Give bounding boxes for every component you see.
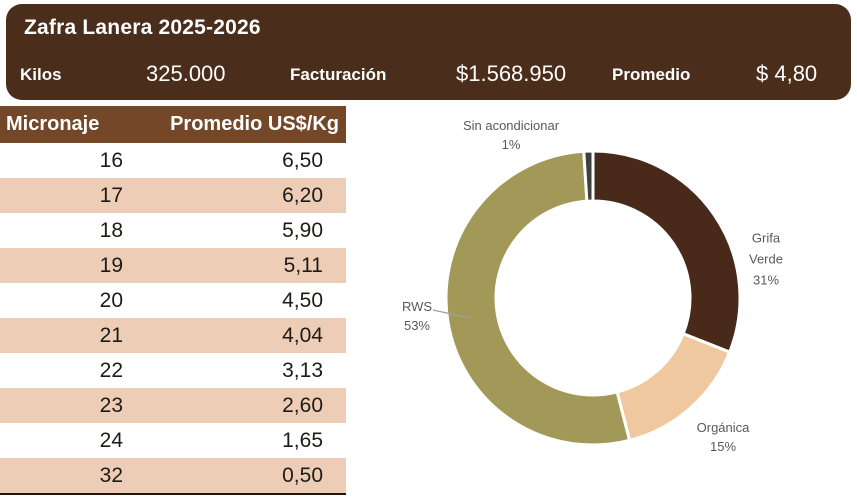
price-cell: 6,20	[282, 183, 323, 207]
chart-label-organica: Orgánica 15%	[697, 418, 750, 456]
price-cell: 5,11	[283, 253, 323, 277]
table-row: 21 4,04	[0, 318, 346, 353]
micronaje-cell: 20	[99, 288, 123, 312]
table-row: 19 5,11	[0, 248, 346, 283]
slice-name: Grifa Verde	[749, 230, 783, 267]
slice-name: Orgánica	[696, 420, 750, 435]
price-cell: 2,60	[282, 393, 323, 417]
price-cell: 0,50	[282, 463, 323, 487]
micronaje-cell: 22	[99, 358, 123, 382]
stat-label-promedio: Promedio	[612, 65, 691, 84]
micronaje-cell: 18	[99, 218, 123, 242]
micronaje-cell: 24	[99, 428, 123, 452]
price-table: Micronaje Promedio US$/Kg 16 6,50 17 6,20 18…	[0, 106, 346, 495]
col-header-promedio: Promedio US$/Kg	[131, 106, 346, 143]
chart-label-sin-acondicionar: Sin acondicionar 1%	[463, 116, 559, 154]
slice-pct: 15%	[709, 439, 737, 454]
micronaje-cell: 17	[99, 183, 123, 207]
micronaje-cell: 21	[99, 323, 123, 347]
chart-label-grifa-verde: Grifa Verde 31%	[740, 228, 792, 291]
table-row: 17 6,20	[0, 178, 346, 213]
stat-value-kilos: 325.000	[146, 61, 226, 86]
donut-slice-rws	[444, 149, 632, 447]
slice-name: Sin acondicionar	[462, 118, 560, 133]
price-cell: 4,50	[282, 288, 323, 312]
price-cell: 4,04	[282, 323, 323, 347]
table-row: 32 0,50	[0, 458, 346, 494]
col-header-micronaje: Micronaje	[0, 106, 131, 143]
stat-label-facturacion: Facturación	[290, 65, 387, 84]
stat-value-facturacion: $1.568.950	[456, 61, 567, 86]
donut-slice-sin-acondicionar	[582, 149, 595, 203]
stat-label-kilos: Kilos	[20, 65, 62, 84]
table-row: 20 4,50	[0, 283, 346, 318]
donut-slice-grifa-verde	[591, 149, 742, 355]
micronaje-cell: 23	[99, 393, 123, 417]
micronaje-cell: 32	[99, 463, 123, 487]
slice-pct: 1%	[501, 137, 521, 152]
stat-value-promedio: $ 4,80	[756, 61, 818, 86]
slice-pct: 53%	[403, 318, 431, 333]
micronaje-cell: 19	[99, 253, 123, 277]
page-title: Zafra Lanera 2025-2026	[24, 16, 261, 39]
price-cell: 5,90	[282, 218, 323, 242]
slice-pct: 31%	[752, 272, 780, 288]
price-cell: 1,65	[282, 428, 323, 452]
price-cell: 3,13	[282, 358, 323, 382]
table-row: 23 2,60	[0, 388, 346, 423]
table-header-row: Micronaje Promedio US$/Kg	[0, 106, 346, 143]
rws-leader-line	[432, 309, 471, 319]
micronaje-cell: 16	[99, 148, 123, 172]
table-row: 22 3,13	[0, 353, 346, 388]
table-row: 16 6,50	[0, 143, 346, 178]
chart-label-rws: RWS 53%	[402, 297, 432, 335]
summary-card: Zafra Lanera 2025-2026 Kilos 325.000 Fac…	[6, 4, 851, 100]
table-row: 18 5,90	[0, 213, 346, 248]
donut-svg	[432, 149, 742, 447]
slice-name: RWS	[401, 299, 433, 314]
price-table-body: 16 6,50 17 6,20 18 5,90 19 5,11 20 4,50 21 4,04 22 3,…	[0, 143, 346, 494]
table-row: 24 1,65	[0, 423, 346, 458]
price-cell: 6,50	[282, 148, 323, 172]
donut-chart-panel: Sin acondicionar 1% Grifa Verde 31% RWS …	[380, 105, 857, 504]
